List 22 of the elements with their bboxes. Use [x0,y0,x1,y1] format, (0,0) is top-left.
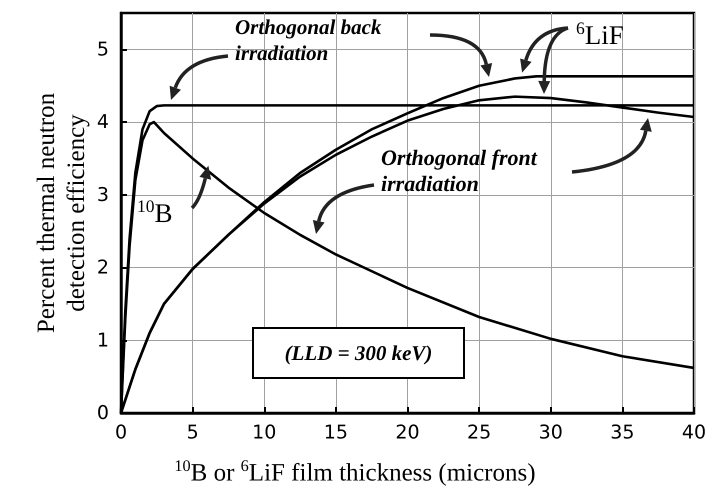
x-tick-label: 5 [186,422,199,444]
annotation: $^{10}$B [137,196,173,229]
x-tick-label: 25 [467,422,492,444]
x-tick-label: 40 [682,422,706,444]
y-tick-label: 5 [96,38,109,60]
y-tick-label: 0 [96,402,109,424]
y-tick-label: 4 [96,111,109,134]
x-tick-label: 0 [114,422,128,444]
x-axis-title: $^{10}$B or $^{6}$LiF film thickness (microns) [173,457,537,488]
annotation: Orthogonal front irradiation [381,145,538,197]
annotation: Orthogonal back irradiation [235,14,382,66]
annotation: $^{6}$LiF [576,18,624,51]
x-tick-label: 30 [538,422,563,444]
x-tick-label: 10 [252,422,276,444]
y-tick-label: 2 [96,256,109,279]
y-axis-title: Percent thermal neutron detection efficiency [32,92,91,336]
x-tick-label: 15 [324,422,348,444]
x-tick-label: 35 [610,422,634,444]
x-tick-label: 20 [395,422,420,444]
y-tick-label: 3 [96,184,109,206]
annotation: (LLD = 300 keV) [252,327,465,379]
y-tick-label: 1 [96,329,109,352]
